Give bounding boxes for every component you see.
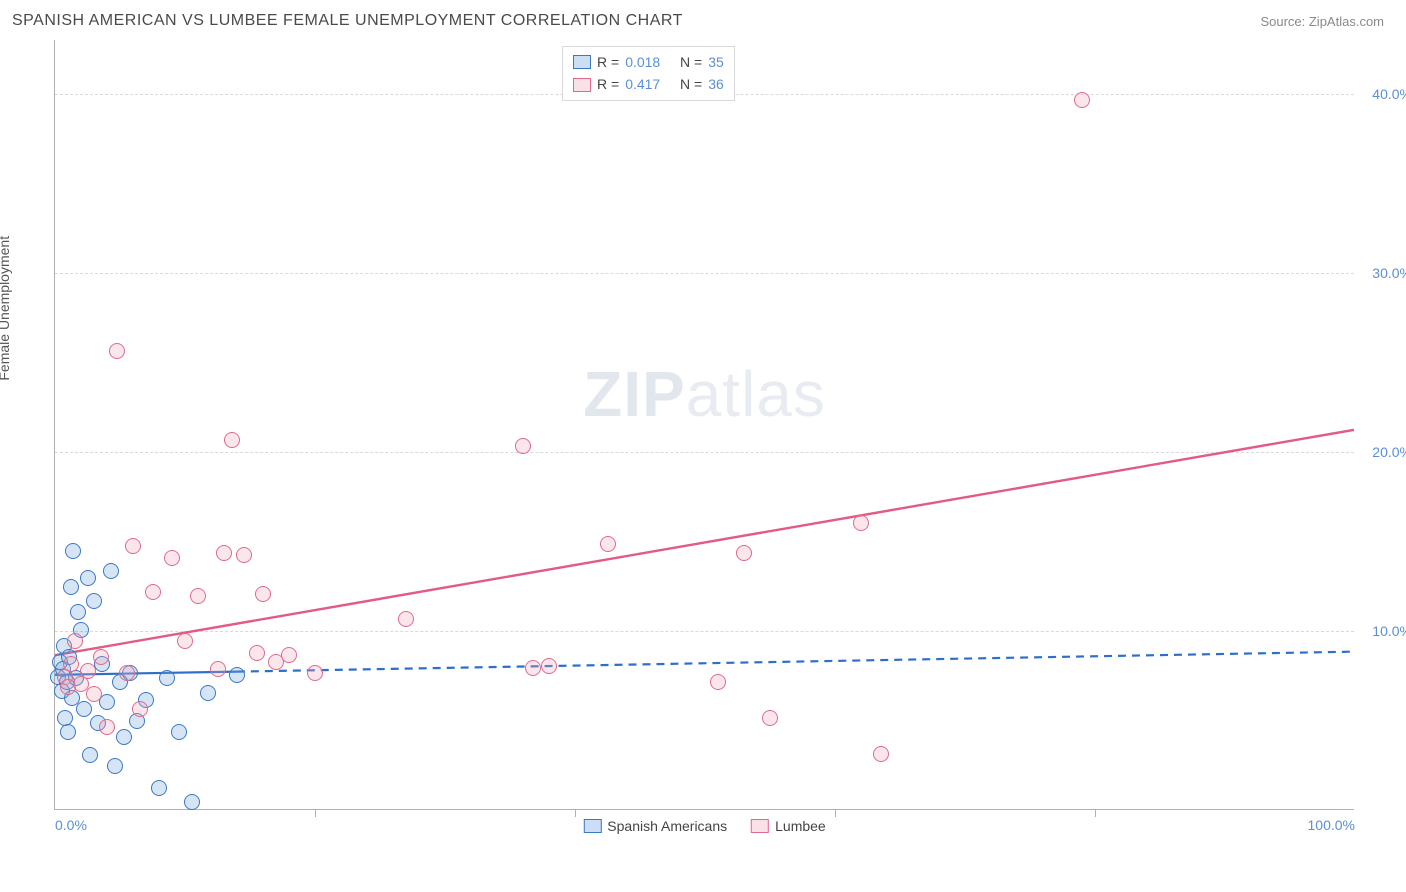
data-point [190,588,206,604]
legend-n-value: 36 [708,73,724,95]
data-point [249,645,265,661]
series-legend: Spanish Americans Lumbee [583,815,825,837]
series-legend-item: Lumbee [751,815,826,837]
legend-swatch [573,78,591,92]
data-point [132,701,148,717]
data-point [82,747,98,763]
stats-legend: R = 0.018 N = 35 R = 0.417 N = 36 [562,46,735,101]
data-point [710,674,726,690]
data-point [236,547,252,563]
gridline-h [55,631,1354,632]
trend-lines [55,40,1354,809]
x-tick [1095,809,1096,817]
data-point [736,545,752,561]
data-point [164,550,180,566]
trend-line-dashed [237,652,1354,672]
data-point [177,633,193,649]
data-point [216,545,232,561]
data-point [63,656,79,672]
y-tick-label: 20.0% [1372,444,1406,460]
data-point [762,710,778,726]
watermark-light: atlas [686,358,826,430]
data-point [99,719,115,735]
y-tick-label: 30.0% [1372,265,1406,281]
chart-title: SPANISH AMERICAN VS LUMBEE FEMALE UNEMPL… [12,12,683,30]
plot-area: ZIPatlas 10.0%20.0%30.0%40.0%0.0%100.0% … [54,40,1354,810]
data-point [600,536,616,552]
data-point [76,701,92,717]
data-point [109,343,125,359]
stats-legend-row: R = 0.018 N = 35 [573,51,724,73]
data-point [210,661,226,677]
data-point [70,604,86,620]
data-point [116,729,132,745]
legend-n-label: N = [680,51,702,73]
legend-r-label: R = [597,73,619,95]
data-point [307,665,323,681]
y-tick-label: 10.0% [1372,623,1406,639]
data-point [60,724,76,740]
y-axis-label: Female Unemployment [0,236,12,381]
legend-swatch [583,819,601,833]
data-point [125,538,141,554]
data-point [151,780,167,796]
data-point [93,649,109,665]
data-point [541,658,557,674]
data-point [873,746,889,762]
data-point [200,685,216,701]
watermark: ZIPatlas [583,357,826,431]
data-point [184,794,200,810]
series-name: Lumbee [775,815,826,837]
series-name: Spanish Americans [607,815,727,837]
legend-swatch [751,819,769,833]
data-point [86,593,102,609]
data-point [281,647,297,663]
legend-r-value: 0.018 [625,51,660,73]
data-point [224,432,240,448]
data-point [107,758,123,774]
x-tick [835,809,836,817]
data-point [229,667,245,683]
data-point [63,579,79,595]
x-tick [575,809,576,817]
data-point [67,633,83,649]
legend-r-value: 0.417 [625,73,660,95]
legend-n-value: 35 [708,51,724,73]
legend-n-label: N = [680,73,702,95]
data-point [1074,92,1090,108]
data-point [515,438,531,454]
x-tick [315,809,316,817]
data-point [80,570,96,586]
data-point [255,586,271,602]
legend-r-label: R = [597,51,619,73]
x-tick-label: 100.0% [1308,817,1355,833]
stats-legend-row: R = 0.417 N = 36 [573,73,724,95]
watermark-bold: ZIP [583,358,686,430]
gridline-h [55,452,1354,453]
chart-container: Female Unemployment ZIPatlas 10.0%20.0%3… [12,40,1394,850]
data-point [145,584,161,600]
legend-swatch [573,55,591,69]
trend-line-solid [55,430,1354,655]
data-point [86,686,102,702]
data-point [159,670,175,686]
data-point [103,563,119,579]
data-point [80,663,96,679]
x-tick-label: 0.0% [55,817,87,833]
data-point [398,611,414,627]
source-attribution: Source: ZipAtlas.com [1260,14,1384,29]
data-point [171,724,187,740]
y-tick-label: 40.0% [1372,86,1406,102]
data-point [853,515,869,531]
gridline-h [55,273,1354,274]
series-legend-item: Spanish Americans [583,815,727,837]
data-point [65,543,81,559]
data-point [119,665,135,681]
data-point [525,660,541,676]
